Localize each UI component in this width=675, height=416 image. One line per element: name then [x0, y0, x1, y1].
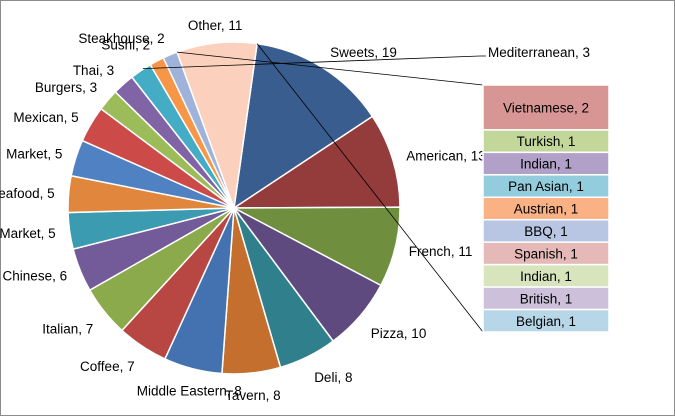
slice-label-pizza-3: Pizza, 10	[371, 326, 427, 341]
breakdown-segment-belgian-9	[482, 308, 610, 333]
slice-label-italian-8: Italian, 7	[42, 321, 93, 336]
slice-label-sushi-17: Sushi, 2	[101, 38, 150, 53]
breakdown-label-british-8: British, 1	[520, 291, 573, 306]
slice-label-mediterranean-16: Mediterranean, 3	[488, 45, 590, 60]
slice-label-deli-4: Deli, 8	[314, 370, 352, 385]
breakdown-label-bbq-5: BBQ, 1	[524, 224, 568, 239]
connector-line-top	[176, 51, 484, 86]
pie-slice-american-1	[231, 115, 401, 209]
breakdown-label-spanish-6: Spanish, 1	[514, 246, 578, 261]
slice-label-french-2: French, 11	[409, 244, 473, 259]
connector-line-bottom	[256, 43, 484, 333]
breakdown-label-vietnamese-0: Vietnamese, 2	[503, 101, 589, 116]
slice-label-seafood-11: Seafood, 5	[0, 186, 55, 201]
breakdown-label-austrian-4: Austrian, 1	[514, 202, 579, 217]
breakdown-label-turkish-1: Turkish, 1	[517, 134, 576, 149]
leader-line-mediterranean	[142, 55, 486, 69]
slice-label-thai-15: Thai, 3	[73, 63, 114, 78]
slice-label-sweets-0: Sweets, 19	[330, 45, 397, 60]
breakdown-label-indian-2: Indian, 1	[520, 157, 572, 172]
slice-label-mexican-13: Mexican, 5	[13, 110, 78, 125]
slice-label-coffee-7: Coffee, 7	[80, 359, 135, 374]
slice-label-other-19: Other, 11	[188, 18, 243, 33]
breakdown-label-indian-7: Indian, 1	[520, 269, 572, 284]
slice-label-american-1: American, 13	[406, 149, 486, 164]
pie	[67, 41, 401, 375]
slice-label-market-10: Market, 5	[0, 226, 56, 241]
slice-label-market-12: Market, 5	[6, 147, 62, 162]
slice-label-middle-eastern-6: Middle Eastern, 8	[137, 383, 242, 398]
slice-label-chinese-9: Chinese, 6	[3, 268, 68, 283]
slice-label-tavern-5: Tavern, 8	[225, 388, 281, 403]
breakdown-label-belgian-9: Belgian, 1	[516, 314, 576, 329]
other-breakdown-bar: Vietnamese, 2 Turkish, 1 Indian, 1 Pan Asia…	[176, 43, 610, 333]
slice-label-burgers-14: Burgers, 3	[35, 80, 97, 95]
slice-label-steakhouse-18: Steakhouse, 2	[78, 31, 164, 46]
slice-labels: Sweets, 19 American, 13 French, 11 Pizza, 1…	[0, 18, 590, 403]
breakdown-label-pan-asian-3: Pan Asian, 1	[508, 179, 584, 194]
